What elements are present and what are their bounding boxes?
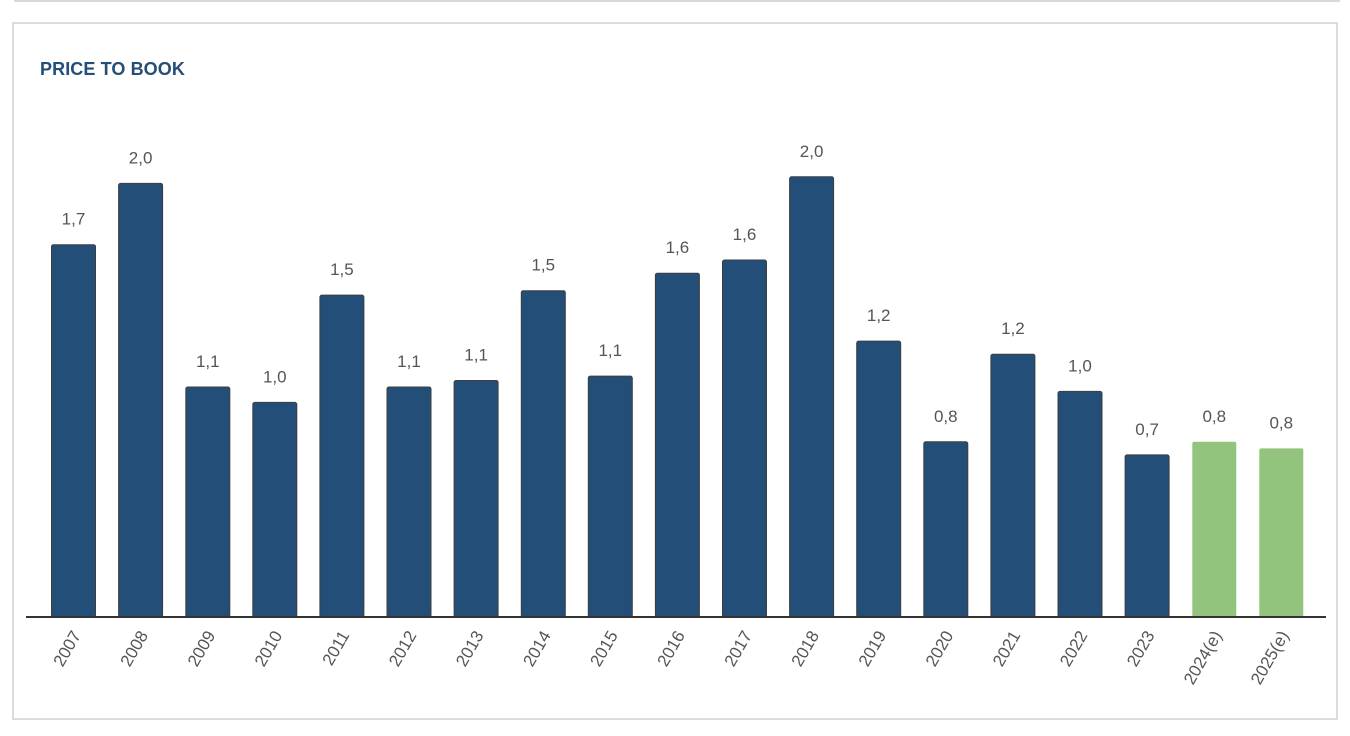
value-label-2024(e): 0,8 [1202,407,1226,426]
x-tick-label-2014: 2014 [519,628,554,670]
value-label-2007: 1,7 [62,210,86,229]
x-tick-label-2010: 2010 [251,628,286,670]
bar-2020 [923,441,969,618]
value-label-2019: 1,2 [867,306,891,325]
x-tick-label-2008: 2008 [117,628,152,670]
x-tick-label-2012: 2012 [385,628,420,670]
bar-2008 [118,182,164,618]
bar-2015 [587,375,633,618]
x-tick-label-2023: 2023 [1123,628,1158,670]
x-tick-label-2020: 2020 [922,628,957,670]
x-tick-label-2022: 2022 [1056,628,1091,670]
bar-2012 [386,386,432,618]
bar-2022 [1057,390,1103,618]
x-tick-label-2017: 2017 [721,628,756,670]
bar-2019 [856,340,902,618]
top-divider [14,0,1340,2]
value-label-2016: 1,6 [666,238,690,257]
x-tick-label-2009: 2009 [184,628,219,670]
value-label-2020: 0,8 [934,407,958,426]
x-tick-label-2018: 2018 [788,628,823,670]
x-tick-label-2019: 2019 [855,628,890,670]
bar-2009 [185,386,231,618]
value-label-2018: 2,0 [800,142,824,161]
value-label-2021: 1,2 [1001,319,1025,338]
bar-2013 [453,380,499,618]
bar-2024(e) [1192,441,1237,617]
value-label-2009: 1,1 [196,352,220,371]
bar-2010 [252,401,298,618]
value-label-2013: 1,1 [464,346,488,365]
bar-2017 [722,259,767,618]
x-tick-labels-group: 2007 2008 2009 2010 2011 2012 2013 2014 2015 2016… [50,628,1293,688]
value-label-2025(e): 0,8 [1269,413,1293,432]
bar-2007 [51,244,96,618]
value-label-2008: 2,0 [129,148,153,167]
value-label-2015: 1,1 [598,341,622,360]
chart-title: PRICE TO BOOK [40,59,185,79]
bar-2018 [789,176,835,618]
x-tick-label-2011: 2011 [319,628,354,669]
bar-2025(e) [1259,448,1304,617]
value-label-2014: 1,5 [531,256,555,275]
bar-2011 [319,294,365,618]
bar-2023 [1124,454,1170,618]
bars-group [51,176,1304,618]
bar-2016 [654,272,700,618]
value-label-2017: 1,6 [733,225,757,244]
value-label-2010: 1,0 [263,367,287,386]
x-tick-label-2016: 2016 [653,628,688,670]
x-tick-label-2024(e): 2024(e) [1180,628,1226,688]
x-tick-label-2025(e): 2025(e) [1247,628,1293,688]
value-labels-group: 1,7 2,0 1,1 1,0 1,5 1,1 1,1 1,5 1,1 1,6 1,6 2,0 1,2 0… [62,142,1293,439]
bar-2014 [520,290,566,618]
value-label-2022: 1,0 [1068,356,1092,375]
x-tick-label-2013: 2013 [452,628,487,670]
x-tick-label-2015: 2015 [586,628,621,670]
value-label-2012: 1,1 [397,352,421,371]
x-tick-label-2021: 2021 [989,628,1024,670]
value-label-2011: 1,5 [330,260,354,279]
value-label-2023: 0,7 [1135,420,1159,439]
x-tick-label-2007: 2007 [50,628,85,670]
bar-2021 [990,353,1036,618]
